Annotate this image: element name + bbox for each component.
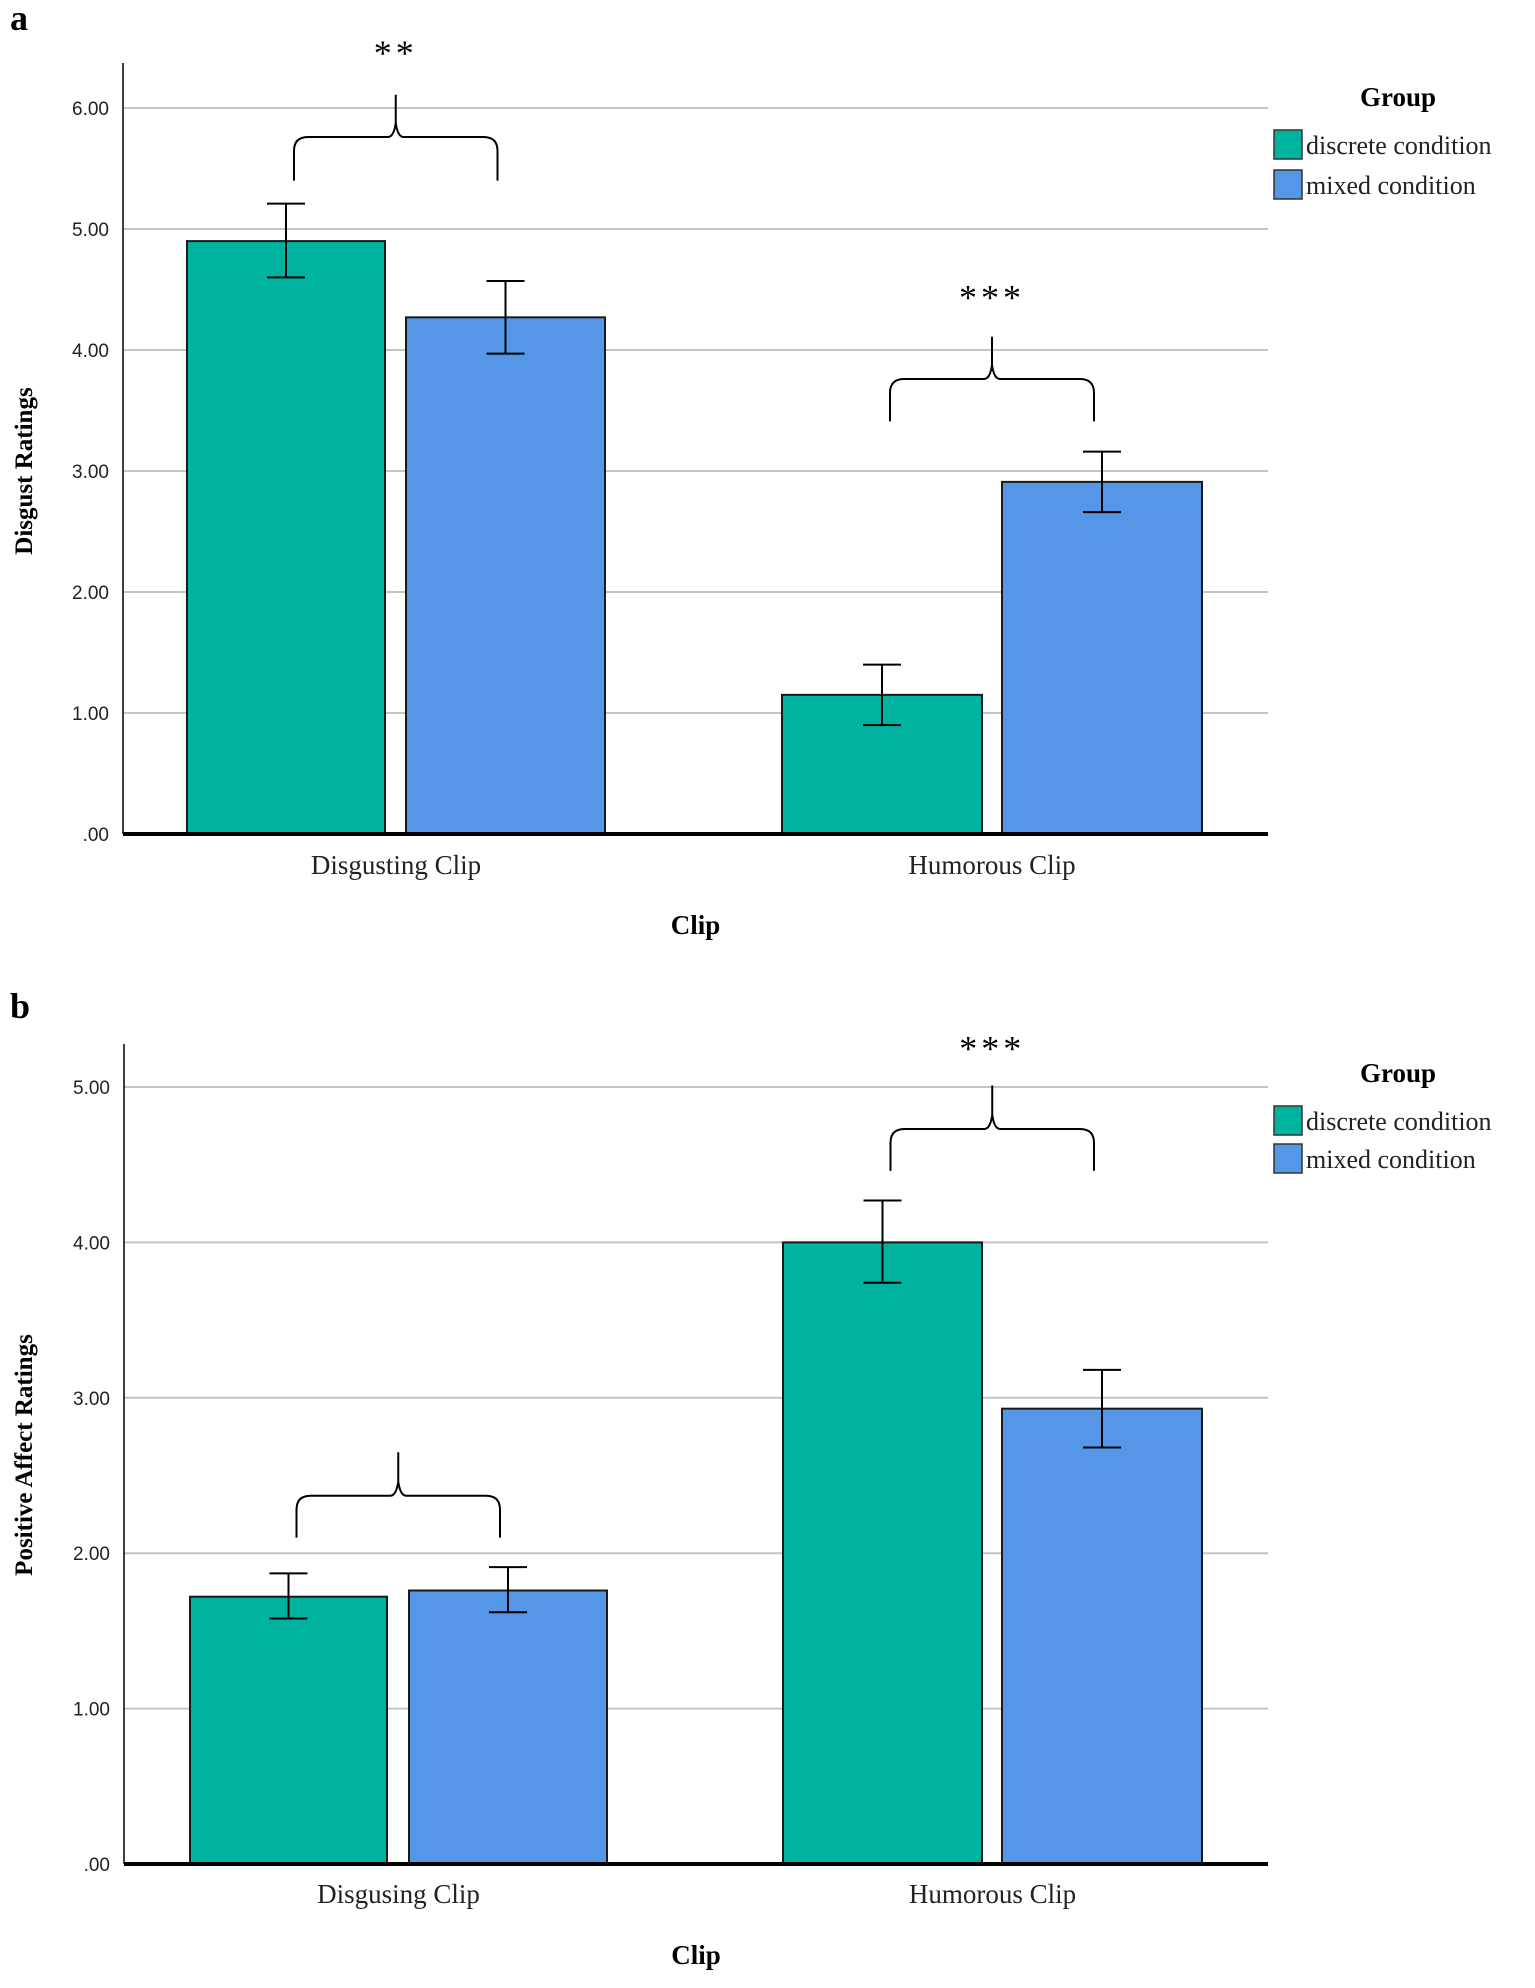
- x-axis-title: Clip: [671, 910, 721, 940]
- y-tick-label: 4.00: [73, 1233, 110, 1254]
- significance-bracket: [889, 336, 1095, 422]
- legend-label: discrete condition: [1306, 131, 1492, 160]
- bar-mixed-1: [1001, 480, 1203, 835]
- y-tick-label: 3.00: [73, 1389, 110, 1410]
- panel-label: a: [10, 0, 28, 38]
- legend-swatch-mixed: [1273, 169, 1303, 200]
- x-tick-label: Disgusing Clip: [317, 1879, 480, 1909]
- y-tick-label: 2.00: [73, 1544, 110, 1565]
- x-tick-label: Humorous Clip: [908, 850, 1075, 880]
- legend-label: mixed condition: [1306, 1145, 1476, 1174]
- y-tick-label: 6.00: [72, 99, 109, 120]
- legend-swatch-mixed: [1273, 1143, 1303, 1174]
- significance-stars: ***: [959, 278, 1025, 318]
- bar-mixed-0: [405, 316, 606, 835]
- significance-stars: **: [374, 33, 418, 73]
- y-tick-label: 1.00: [73, 1700, 110, 1721]
- panel-a-chart: a .00 1.00 2.00 3.00 4.00 5.00 6.00 Disgusting C…: [10, 0, 1492, 940]
- y-tick-label: .00: [84, 1855, 110, 1876]
- x-tick-label: Humorous Clip: [909, 1879, 1076, 1909]
- significance-bracket: [295, 1452, 501, 1538]
- x-tick-label: Disgusting Clip: [311, 850, 481, 880]
- panel-b-chart: b .00 1.00 2.00 3.00 4.00 5.00 Disgusing Clip Hu…: [10, 986, 1492, 1970]
- x-axis-title: Clip: [671, 1940, 721, 1970]
- bar-mixed-1: [1001, 1407, 1203, 1865]
- significance-bracket: [293, 94, 499, 181]
- y-axis-title: Disgust Ratings: [11, 387, 38, 555]
- bar-discrete-0: [186, 240, 386, 836]
- y-axis-title: Positive Affect Ratings: [11, 1334, 38, 1576]
- y-tick-label: 5.00: [72, 220, 109, 241]
- significance-bracket: [889, 1085, 1095, 1171]
- legend-label: discrete condition: [1306, 1107, 1492, 1136]
- y-tick-label: 3.00: [72, 462, 109, 483]
- significance-stars: ***: [959, 1029, 1025, 1069]
- panel-label: b: [10, 986, 30, 1026]
- legend-swatch-discrete: [1273, 129, 1303, 160]
- y-tick-label: 2.00: [72, 583, 109, 604]
- legend-title: Group: [1360, 82, 1436, 112]
- legend-swatch-discrete: [1273, 1105, 1303, 1136]
- bar-discrete-1: [782, 1241, 983, 1865]
- y-tick-label: 5.00: [73, 1078, 110, 1099]
- y-tick-label: .00: [83, 825, 109, 846]
- bar-discrete-0: [189, 1595, 388, 1866]
- y-tick-label: 1.00: [72, 704, 109, 725]
- bar-mixed-0: [408, 1589, 608, 1865]
- y-tick-label: 4.00: [72, 341, 109, 362]
- legend-label: mixed condition: [1306, 171, 1476, 200]
- legend-title: Group: [1360, 1058, 1436, 1088]
